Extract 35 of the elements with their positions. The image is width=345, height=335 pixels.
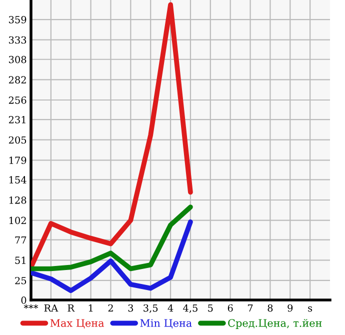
x-tick-label: 3 bbox=[128, 304, 134, 312]
y-tick-label: 77 bbox=[15, 236, 26, 244]
x-tick-label: s bbox=[308, 306, 312, 312]
y-tick-label: 256 bbox=[8, 96, 26, 104]
y-tick-label: 102 bbox=[9, 216, 26, 224]
y-tick-label: 205 bbox=[8, 136, 26, 144]
x-tick-label: *** bbox=[24, 304, 38, 309]
x-tick-label: 6 bbox=[228, 304, 233, 312]
x-tick-label: 8 bbox=[268, 304, 273, 312]
x-tick-label: 4 bbox=[168, 304, 174, 312]
y-tick-label: 154 bbox=[9, 176, 26, 184]
y-tick-label: 25 bbox=[15, 276, 26, 284]
legend-label: Max Цена bbox=[50, 319, 104, 328]
line-series bbox=[31, 219, 193, 294]
y-tick-label: 0 bbox=[21, 296, 26, 304]
x-tick-label: R bbox=[68, 304, 75, 312]
x-tick-label: RA bbox=[44, 304, 58, 312]
x-tick-label: 2 bbox=[108, 304, 113, 312]
x-tick-label: 1 bbox=[88, 304, 93, 312]
legend-label: Min Цена bbox=[140, 319, 192, 328]
y-tick-label: 51 bbox=[15, 256, 26, 264]
legend-label: Сред.Цена, т.йен bbox=[228, 319, 322, 329]
x-tick-label: 4,5 bbox=[183, 304, 198, 313]
y-tick-label: 359 bbox=[9, 16, 26, 24]
line-series bbox=[31, 204, 193, 272]
x-tick-label: 3,5 bbox=[144, 304, 158, 313]
x-tick-label: 9 bbox=[288, 304, 293, 312]
y-tick-label: 282 bbox=[8, 76, 26, 84]
y-tick-label: 308 bbox=[9, 56, 26, 64]
y-tick-label: 231 bbox=[8, 116, 26, 124]
y-tick-label: 128 bbox=[9, 196, 26, 204]
x-tick-label: 7 bbox=[248, 304, 253, 312]
x-tick-label: 5 bbox=[208, 304, 213, 312]
y-tick-label: 179 bbox=[9, 156, 26, 164]
y-tick-label: 333 bbox=[9, 36, 26, 44]
